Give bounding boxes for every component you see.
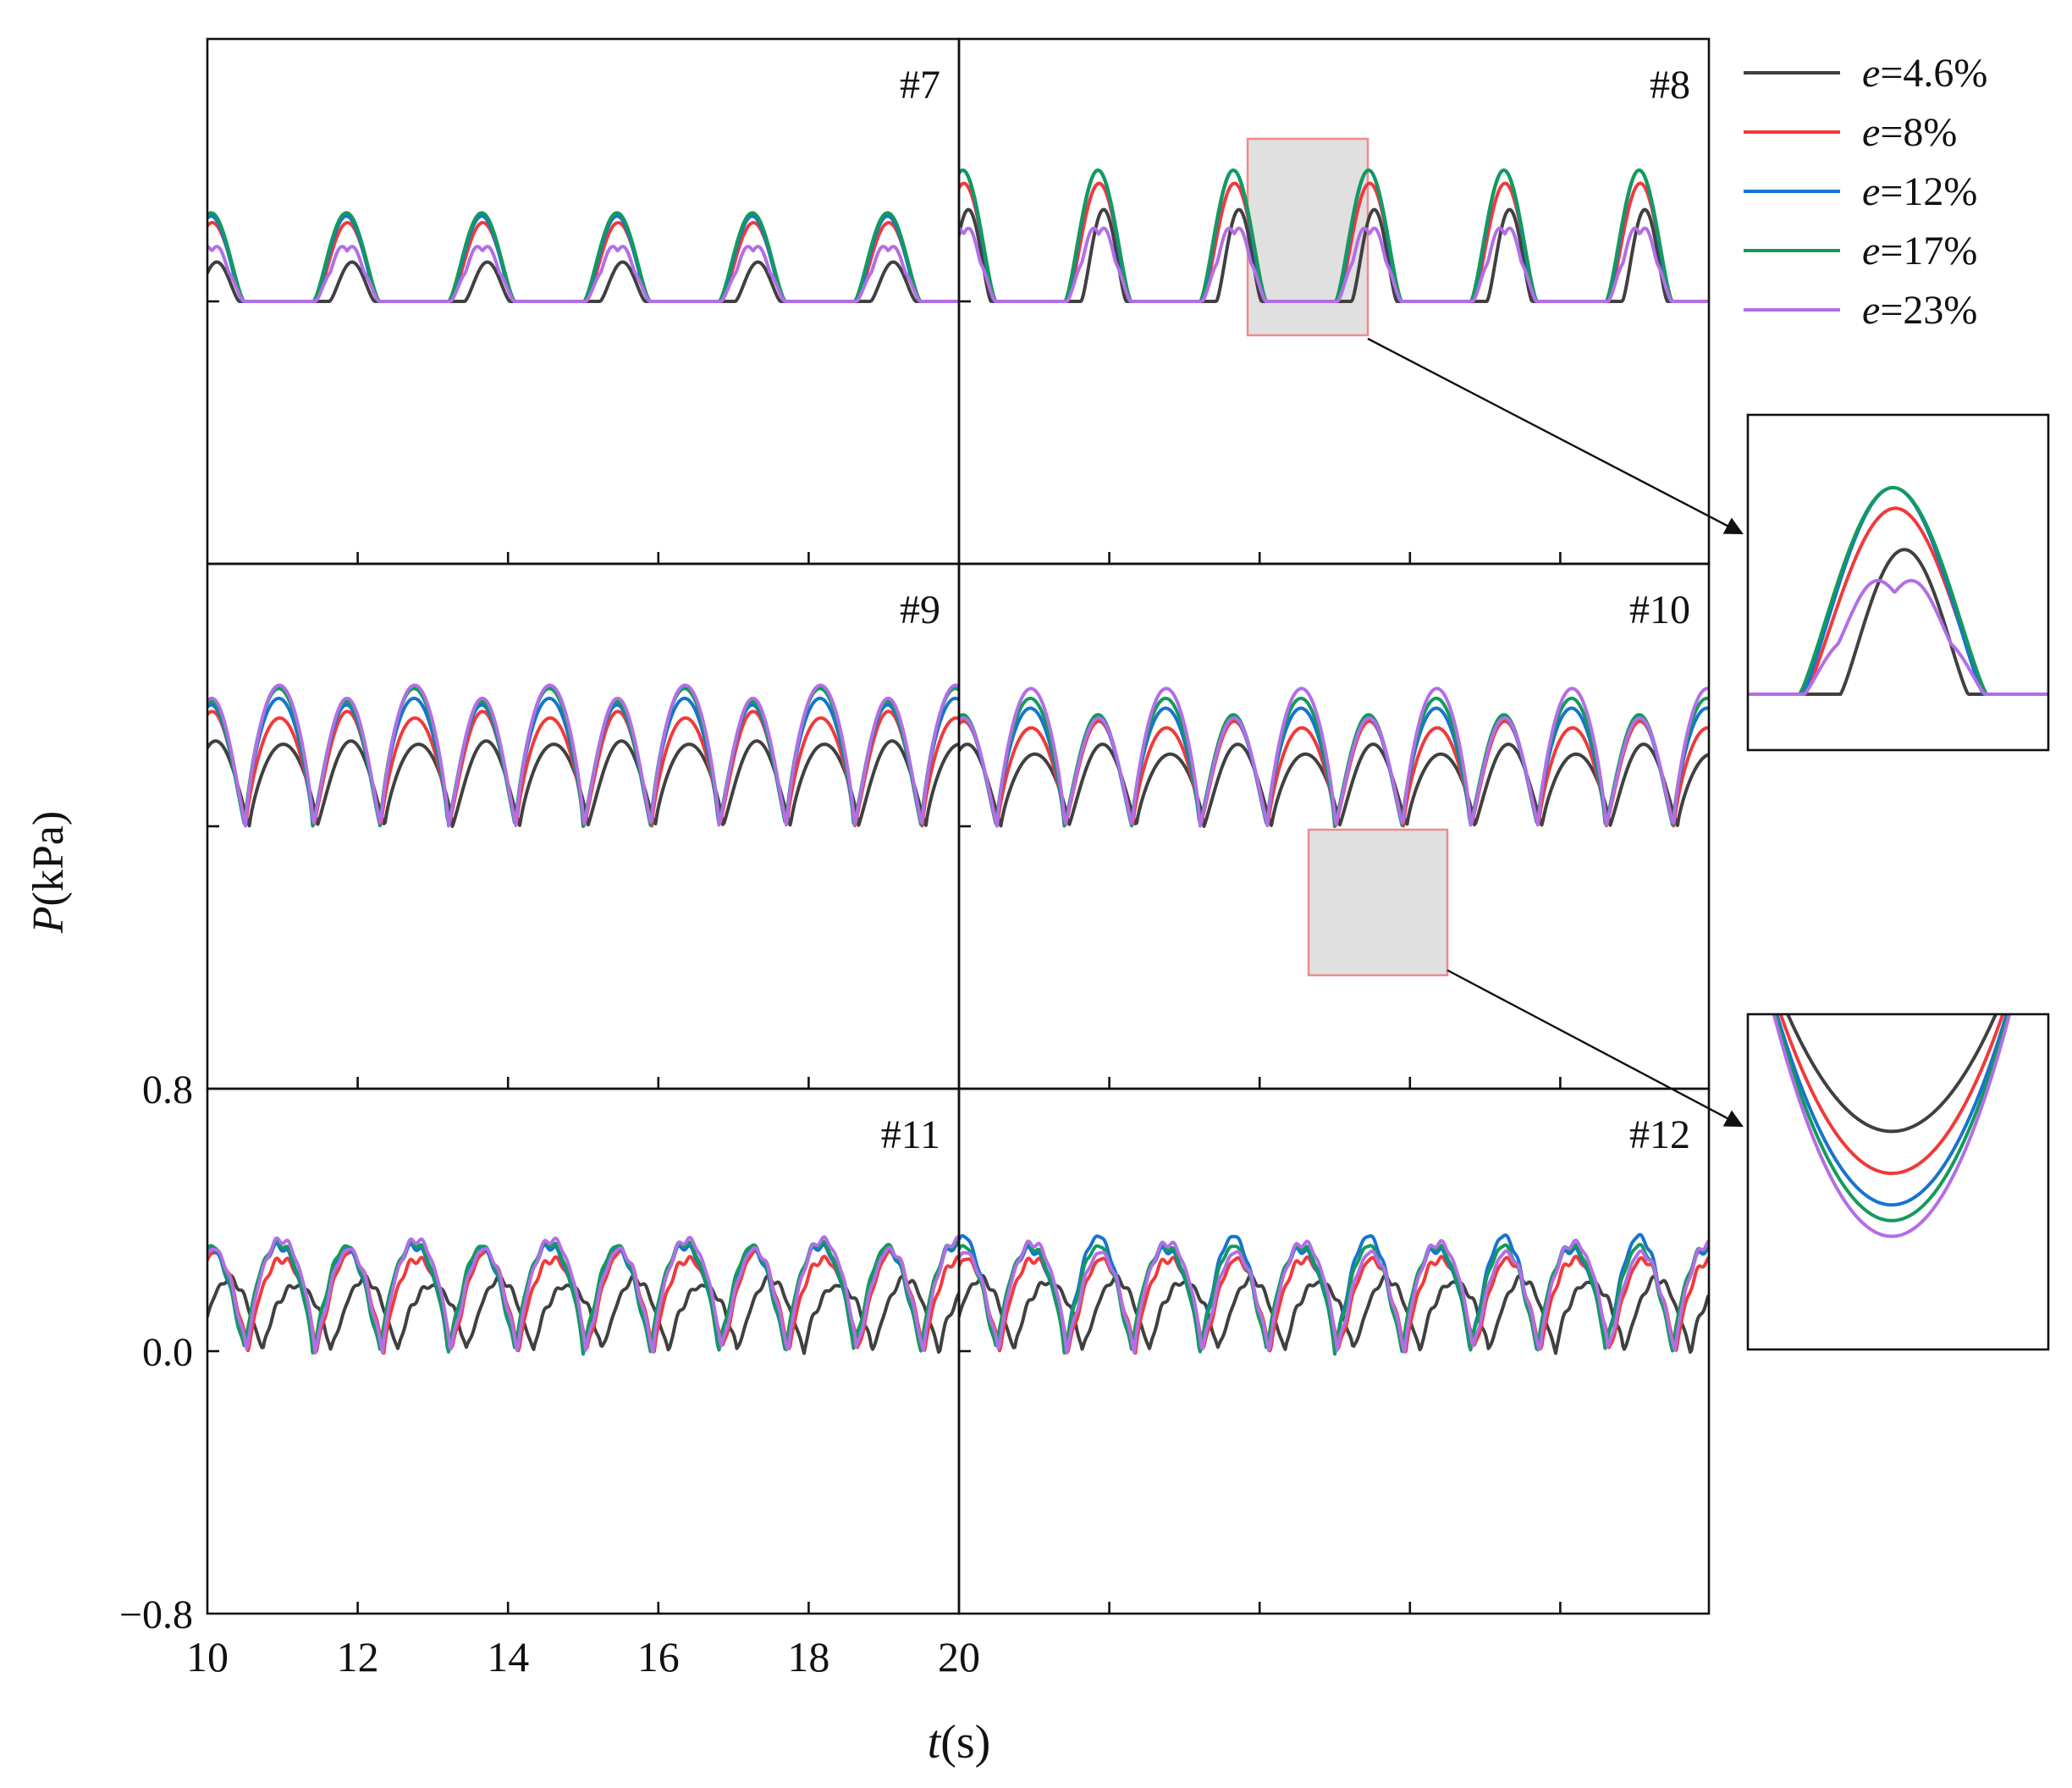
series-line (959, 687, 1709, 828)
panel-10-series (959, 687, 1709, 828)
legend-var: e (1862, 288, 1880, 333)
legend-label: e=4.6% (1862, 51, 1987, 96)
x-tick-label: 16 (637, 1633, 680, 1680)
x-axis-unit: (s) (940, 1716, 990, 1769)
legend-value: =8% (1880, 110, 1957, 155)
legend-var: e (1862, 51, 1880, 96)
legend-var: e (1862, 110, 1880, 155)
panel-7-series (207, 211, 959, 303)
y-axis-unit: (kPa) (25, 811, 73, 907)
series-line (207, 1235, 959, 1355)
series-line (207, 1273, 959, 1355)
panel-label: #11 (881, 1112, 940, 1157)
zoom-region-box (1307, 828, 1449, 977)
y-tick-label: 0.0 (142, 1330, 193, 1375)
legend-label: e=17% (1862, 229, 1977, 273)
series-line (207, 683, 959, 828)
legend-label: e=23% (1862, 288, 1977, 333)
y-axis-var: P (25, 906, 73, 934)
labels-layer: #7 #8 #9 #10 #11 #12 10 12 14 16 18 20 0.8 0.0 −0.8 (119, 63, 1690, 1680)
zoom-series-line (1778, 1014, 2005, 1175)
series-line (959, 1273, 1709, 1355)
x-axis-var: t (928, 1716, 942, 1769)
zoom-arrow (1447, 968, 1744, 1128)
series-line (207, 245, 959, 303)
x-tick-label: 20 (938, 1633, 980, 1680)
x-axis-title: t(s) (928, 1716, 991, 1769)
legend-value: =17% (1880, 229, 1977, 273)
y-tick-label: 0.8 (142, 1068, 193, 1112)
series-line (207, 211, 959, 303)
series-line (959, 1241, 1709, 1356)
y-tick-label: −0.8 (119, 1592, 193, 1637)
zoom-series-line (1772, 1014, 2012, 1239)
panel-frames-layer (206, 37, 1711, 1615)
zoom-inset-peak-series (1748, 486, 2048, 696)
zoom-inset-frame (1746, 413, 2050, 752)
series-line (207, 1238, 959, 1356)
x-tick-label: 10 (186, 1633, 229, 1680)
legend-var: e (1862, 229, 1880, 273)
zoom-insets (1367, 337, 2050, 1351)
series-line (959, 226, 1709, 303)
series-layer (207, 168, 1709, 1356)
zoom-series-line (1748, 506, 2048, 696)
y-axis-title: P(kPa) (25, 811, 73, 934)
zoom-series-line (1775, 1014, 2009, 1207)
legend-var: e (1862, 169, 1880, 214)
panel-label: #10 (1629, 588, 1690, 632)
x-tick-label: 18 (787, 1633, 829, 1680)
zoom-inset-frame (1746, 1013, 2050, 1351)
legend-value: =4.6% (1880, 51, 1987, 96)
legend-label: e=12% (1862, 169, 1977, 214)
x-tick-label: 14 (487, 1633, 529, 1680)
zoom-series-line (1785, 1014, 1998, 1134)
series-line (959, 1239, 1709, 1355)
x-tick-label: 12 (337, 1633, 379, 1680)
legend: e=4.6%e=8%e=12%e=17%e=23% (1744, 51, 1987, 333)
legend-value: =23% (1880, 288, 1977, 333)
panel-label: #9 (900, 588, 940, 632)
panel-label: #8 (1650, 63, 1690, 108)
legend-value: =12% (1880, 169, 1977, 214)
legend-label: e=8% (1862, 110, 1957, 155)
panel-12-series (959, 1233, 1709, 1356)
panel-label: #12 (1629, 1112, 1690, 1157)
panel-9-series (207, 683, 959, 828)
panel-8-series (959, 168, 1709, 303)
panel-label: #7 (900, 63, 940, 108)
zoom-series-line (1748, 578, 2048, 696)
zoom-series-line (1748, 548, 2048, 696)
zoom-arrow (1367, 337, 1744, 535)
zoom-series-line (1773, 1014, 2010, 1222)
zoom-inset-trough-series (1772, 1014, 2012, 1239)
panel-11-series (207, 1235, 959, 1356)
